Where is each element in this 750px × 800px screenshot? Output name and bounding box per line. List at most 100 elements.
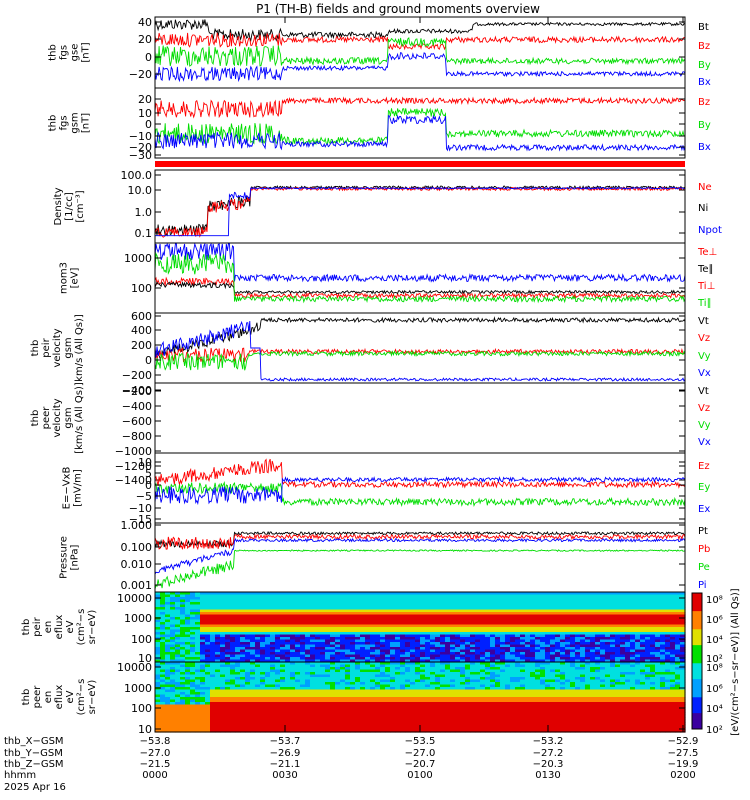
heat-cell [195, 609, 201, 613]
heat-cell [670, 594, 676, 598]
heat-cell [330, 639, 336, 643]
heat-cell [380, 689, 386, 693]
heat-cell [175, 652, 181, 656]
heat-cell [360, 667, 366, 671]
heat-cell [265, 687, 271, 691]
heat-cell [300, 594, 306, 598]
heat-cell [555, 642, 561, 646]
heat-cell [320, 657, 326, 661]
heat-cell [500, 594, 506, 598]
heat-cell [540, 642, 546, 646]
heat-cell [345, 719, 351, 723]
heat-cell [470, 702, 476, 706]
heat-cell [165, 669, 171, 673]
heat-cell [335, 647, 341, 651]
heat-cell [435, 707, 441, 711]
heat-cell [435, 632, 441, 636]
heat-cell [315, 702, 321, 706]
heat-cell [230, 649, 236, 653]
heat-cell [400, 609, 406, 613]
heat-cell [220, 607, 226, 611]
heat-cell [380, 662, 386, 666]
heat-cell [190, 704, 196, 708]
heat-cell [305, 647, 311, 651]
heat-cell [215, 712, 221, 716]
heat-cell [590, 652, 596, 656]
heat-cell [330, 609, 336, 613]
heat-cell [220, 684, 226, 688]
y-tick-label: −200 [122, 369, 152, 382]
heat-cell [420, 612, 426, 616]
heat-cell [555, 652, 561, 656]
heat-cell [310, 604, 316, 608]
heat-cell [260, 654, 266, 658]
heat-cell [190, 639, 196, 643]
heat-cell [355, 632, 361, 636]
heat-cell [540, 629, 546, 633]
heat-cell [640, 599, 646, 603]
heat-cell [230, 699, 236, 703]
heat-cell [645, 592, 651, 596]
heat-cell [440, 667, 446, 671]
heat-cell [230, 692, 236, 696]
heat-cell [465, 599, 471, 603]
heat-cell [445, 669, 451, 673]
heat-cell [195, 632, 201, 636]
heat-cell [440, 682, 446, 686]
heat-cell [370, 597, 376, 601]
heat-cell [680, 639, 686, 643]
heat-cell [620, 647, 626, 651]
heat-cell [165, 652, 171, 656]
heat-cell [250, 664, 256, 668]
heat-cell [660, 649, 666, 653]
heat-cell [570, 652, 576, 656]
heat-cell [225, 649, 231, 653]
heat-cell [650, 614, 656, 618]
heat-cell [235, 652, 241, 656]
heat-cell [380, 692, 386, 696]
heat-cell [410, 682, 416, 686]
heat-cell [270, 682, 276, 686]
heat-cell [205, 692, 211, 696]
heat-cell [385, 607, 391, 611]
heat-cell [215, 639, 221, 643]
heat-cell [155, 694, 161, 698]
heat-cell [250, 674, 256, 678]
heat-cell [555, 592, 561, 596]
heat-cell [425, 707, 431, 711]
heat-cell [310, 637, 316, 641]
heat-cell [260, 652, 266, 656]
heat-cell [400, 652, 406, 656]
heat-cell [285, 597, 291, 601]
heat-cell [380, 704, 386, 708]
heat-cell [295, 677, 301, 681]
heat-cell [320, 654, 326, 658]
heat-cell [315, 727, 321, 731]
heat-cell [390, 704, 396, 708]
heat-cell [430, 654, 436, 658]
heat-cell [275, 664, 281, 668]
heat-cell [255, 712, 261, 716]
heat-cell [155, 659, 161, 663]
heat-cell [335, 657, 341, 661]
legend-Vx: Vx [698, 437, 711, 448]
heat-cell [300, 722, 306, 726]
heat-cell [460, 657, 466, 661]
heat-cell [430, 639, 436, 643]
heat-cell [320, 597, 326, 601]
heat-cell [410, 677, 416, 681]
heat-cell [625, 594, 631, 598]
heat-cell [305, 622, 311, 626]
heat-cell [315, 659, 321, 663]
heat-cell [360, 617, 366, 621]
heat-cell [540, 632, 546, 636]
heat-cell [160, 667, 166, 671]
heat-cell [155, 619, 161, 623]
heat-cell [425, 694, 431, 698]
heat-cell [190, 657, 196, 661]
heat-cell [420, 687, 426, 691]
heat-cell [480, 649, 486, 653]
heat-cell [290, 674, 296, 678]
heat-cell [515, 624, 521, 628]
